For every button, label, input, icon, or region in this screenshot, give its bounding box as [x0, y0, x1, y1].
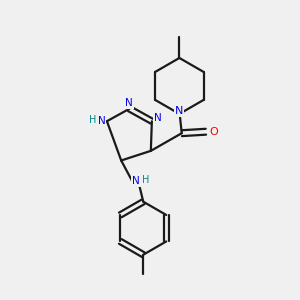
Text: N: N — [98, 116, 106, 126]
Text: H: H — [142, 175, 149, 184]
Text: N: N — [175, 106, 184, 116]
Text: N: N — [154, 113, 162, 123]
Text: O: O — [209, 127, 218, 137]
Text: N: N — [125, 98, 133, 108]
Text: N: N — [132, 176, 140, 186]
Text: H: H — [88, 115, 96, 125]
